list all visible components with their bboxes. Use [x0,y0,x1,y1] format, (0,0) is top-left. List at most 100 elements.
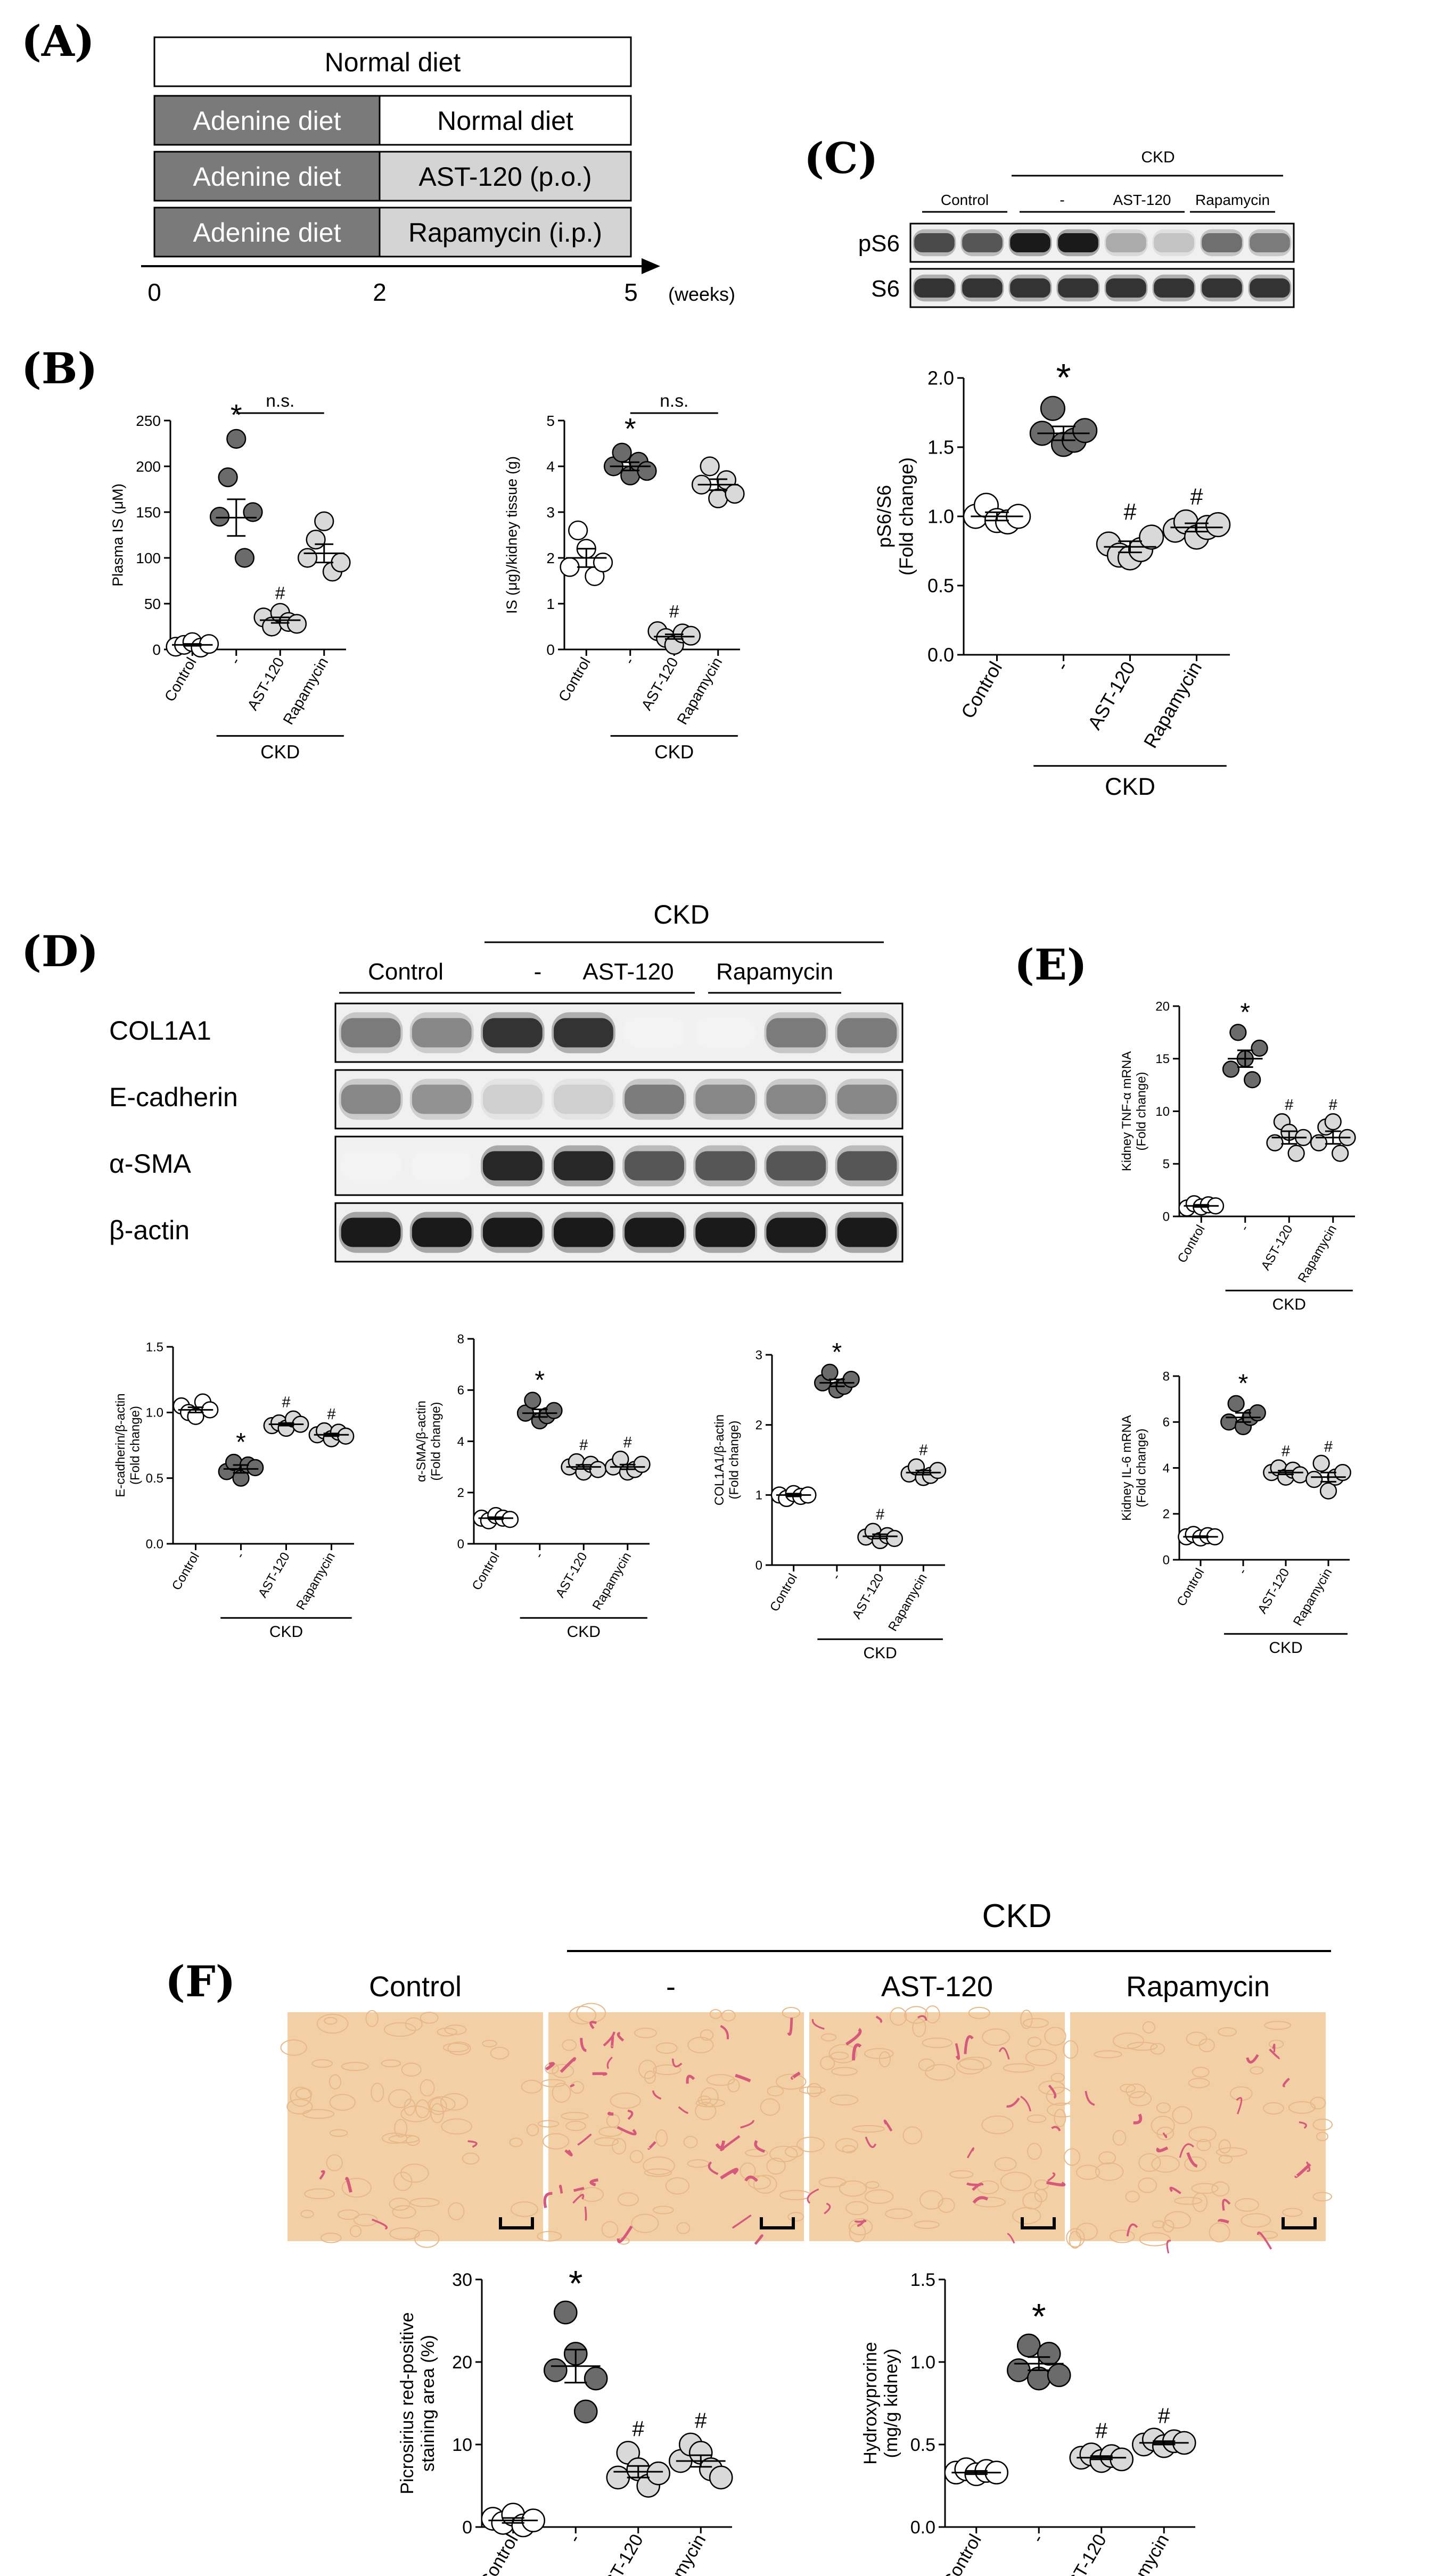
y-axis-label: staining area (%) [418,2335,438,2472]
histo-header: - [666,1971,676,2003]
significance-marker: # [1123,499,1136,525]
ckd-group-label: CKD [1269,1639,1302,1657]
histo-tubule [542,2133,570,2150]
data-point [1249,1404,1266,1422]
blot-d-row-band-halo [480,1212,545,1253]
histo-tubule [1218,2139,1231,2154]
histo-stain [617,2225,633,2243]
blot-d-row-band-halo [480,1079,545,1120]
histo-scale-bar [1021,2217,1056,2229]
y-axis-label: (Fold change) [896,457,917,575]
histo-tubule [1310,2096,1326,2110]
significance-marker: * [1032,2297,1046,2337]
histo-stain [1046,2181,1066,2187]
histo-tubule [521,2079,543,2094]
histo-tubule [1020,2010,1033,2029]
histo-stain [1162,2132,1168,2138]
histo-tubule [388,2089,412,2109]
significance-marker: # [669,602,679,622]
histo-stain [1179,2143,1194,2158]
blot-c-row-band [1106,233,1146,252]
histo-tubule [388,2134,420,2144]
histo-tubule [405,2017,423,2031]
histo-tubule [1075,2223,1098,2241]
data-point [612,442,632,463]
histo-tubule [1138,2153,1161,2172]
data-point [1222,1060,1240,1078]
blot-c-header: AST-120 [1113,192,1171,208]
significance-marker: * [236,1428,246,1456]
data-point [1332,1145,1349,1162]
x-tick-label: Control [161,655,200,705]
x-tick-label: - [621,655,638,668]
histo-tubule [1192,2067,1210,2078]
histo-stain [720,2135,741,2151]
data-point [1334,1463,1351,1482]
histo-tubule [745,2149,768,2157]
y-tick-label: 1.5 [910,2270,935,2290]
data-point [524,1392,541,1409]
blot-d-ckd: CKD [653,900,710,929]
histo-tubule [1034,2179,1049,2190]
histo-tubule [400,2163,429,2183]
x-tick-label: Control [1175,1223,1208,1266]
y-axis-label: α-SMA/β-actin [414,1401,429,1482]
y-tick-label: 4 [1163,1461,1170,1476]
blot-d-row-band [837,1084,897,1114]
histo-stain [1156,2146,1169,2153]
ckd-group-label: CKD [1105,773,1155,800]
histo-stain [1006,2097,1020,2108]
y-tick-label: 200 [136,458,161,475]
histo-tubule [389,2227,420,2240]
timeline-arrow [642,258,660,274]
timeline-tick: 5 [624,278,638,306]
blot-d-row-band-halo [764,1212,828,1253]
histo-tubule [784,2145,804,2158]
histo-tubule [1312,2192,1333,2202]
histo-tubule [1164,2211,1191,2229]
histo-stain [1169,2186,1181,2194]
data-point [234,548,254,568]
chart-b1: 0 50 100 150 200 250 Plasma IS (μM) Control - AST… [109,391,351,762]
histo-tubule [300,2210,314,2218]
y-axis-label: Kidney IL-6 mRNA [1120,1415,1134,1521]
blot-d-row-band [695,1217,755,1247]
y-tick-label: 8 [457,1332,464,1346]
histo-tubule [1218,2154,1233,2164]
x-tick-label: Rapamycin [1110,2531,1173,2576]
x-tick-label: Rapamycin [885,1571,930,1634]
histo-tubule [631,2213,659,2233]
histo-tubule [1151,2155,1180,2173]
y-tick-label: 0.5 [927,575,954,597]
histo-tubule [326,2154,343,2171]
histo-stain [1246,2054,1259,2064]
ns-label: n.s. [266,391,294,411]
x-tick-label: Rapamycin [1139,658,1206,752]
significance-marker: # [1329,1097,1337,1114]
histo-tubule [338,2209,359,2220]
timeline-label-right: AST-120 (p.o.) [418,162,592,192]
histo-tubule [341,2178,372,2198]
blot-c-row-label: S6 [871,276,900,302]
histo-tubule [349,2225,362,2237]
histo-stain [1269,2048,1280,2060]
histo-stain [617,2032,625,2042]
histo-stain [1020,2095,1031,2112]
data-point [1220,1413,1238,1431]
histo-tubule [653,2064,681,2076]
histo-tubule [617,2192,639,2207]
histo-tubule [1184,2156,1207,2172]
histo-stain [720,2024,729,2039]
chart-b2: 0 1 2 3 4 5 IS (μg)/kidney tissue (g) Control - A… [503,391,745,762]
histo-tubule [638,2060,657,2079]
histo-stain [875,2015,883,2023]
data-point [1139,524,1164,550]
y-axis-label: pS6/S6 [873,485,895,548]
histo-scale-bar [499,2217,534,2229]
y-tick-label: 5 [546,413,555,429]
data-point [1305,1470,1323,1488]
histo-tubule [830,2051,849,2060]
histo-tubule [1151,2116,1175,2136]
histo-stain [744,2175,758,2182]
histo-tubule [787,2212,804,2222]
